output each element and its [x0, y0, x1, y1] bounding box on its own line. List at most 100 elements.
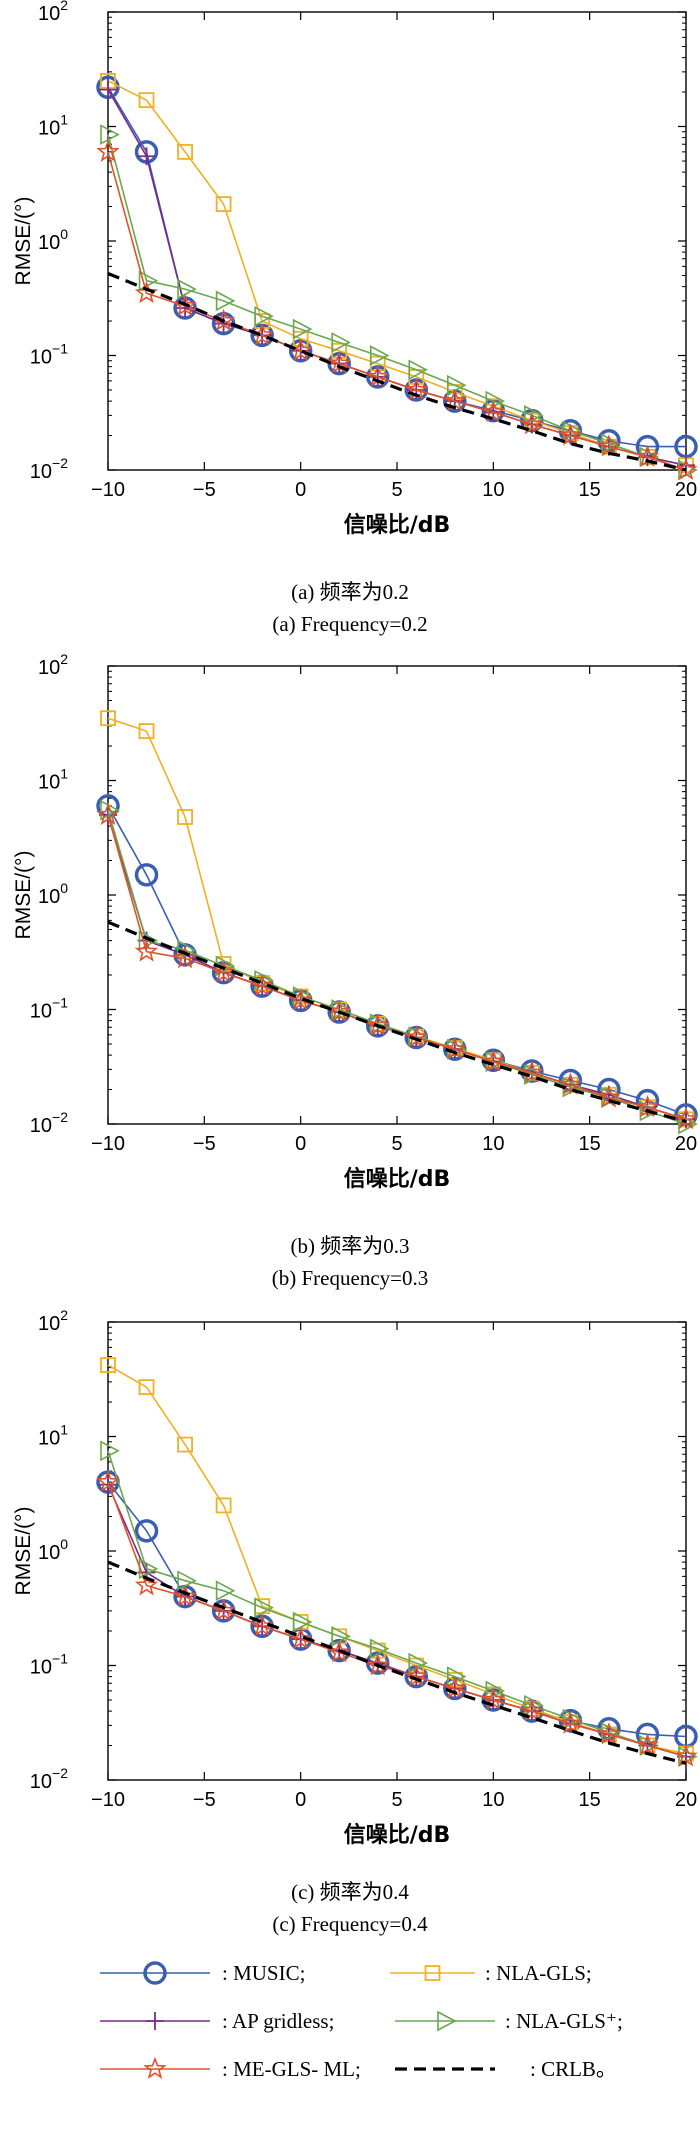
chart-c-point-me-gls-ml: [597, 1722, 621, 1745]
chart-a-y-tick-label: 10−1: [30, 341, 68, 369]
legend-swatches: [100, 1961, 495, 2079]
chart-c-point-nla-gls: [177, 1436, 193, 1453]
chart-c-point-nla-gls-plus: [331, 1625, 351, 1647]
chart-c-y-tick-label: 100: [38, 1536, 68, 1564]
chart-b-x-axis-label: 信噪比/dB: [344, 1166, 451, 1192]
chart-c-point-music: [134, 1519, 159, 1543]
chart-b-point-me-gls-ml: [558, 1072, 583, 1095]
chart-c-x-tick-label: 15: [579, 1789, 601, 1811]
chart-c-point-nla-gls-plus: [215, 1580, 236, 1602]
legend-label-ap-gridless: : AP gridless;: [222, 2009, 335, 2033]
legend-label-nla-gls-plus: : NLA-GLS⁺;: [505, 2009, 623, 2033]
legend-label-crlb: : CRLB。: [530, 2057, 617, 2081]
chart-c-point-nla-gls: [100, 1357, 116, 1374]
chart-c-y-tick-label: 102: [38, 1307, 68, 1335]
chart-c-point-me-gls-ml: [327, 1640, 351, 1663]
caption-en-b: (b) Frequency=0.3: [271, 1266, 429, 1290]
chart-c-point-ap-gridless: [99, 1475, 117, 1494]
chart-a-point-nla-gls-plus: [215, 290, 236, 312]
legend-swatch-nla-gls: [390, 1965, 475, 1981]
chart-a-x-tick-label: 0: [295, 479, 306, 501]
chart-c-point-nla-gls-plus: [177, 1570, 197, 1592]
chart-a-point-nla-gls: [177, 144, 193, 160]
chart-a-point-nla-gls-plus: [254, 305, 274, 327]
chart-a-x-tick-label: −5: [193, 479, 216, 501]
chart-c-point-me-gls-ml: [674, 1744, 698, 1767]
chart-b-point-me-gls-ml: [520, 1060, 544, 1083]
chart-a-series-crlb: [107, 272, 687, 472]
chart-a-x-tick-label: 10: [482, 479, 504, 501]
chart-a-point-nla-gls-plus: [100, 124, 120, 145]
legend-swatch-me-gls-ml: [100, 2056, 210, 2079]
chart-c-x-tick-label: 5: [391, 1789, 402, 1811]
chart-a-point-nla-gls-plus: [446, 374, 467, 396]
chart-a-x-tick-label: 5: [391, 479, 402, 501]
chart-c-point-me-gls-ml: [366, 1653, 390, 1676]
chart-b-point-music: [134, 863, 159, 887]
chart-a-plot: −10 −5 0 5 10 15 20 10−2 10−1 100 101 102 RMSE/(°) 信噪…: [12, 0, 698, 538]
chart-c-point-music: [365, 1651, 390, 1675]
chart-b-y-tick-label: 100: [38, 880, 68, 908]
chart-a-point-nla-gls-plus: [292, 318, 313, 340]
chart-a-x-tick-label: 15: [579, 479, 601, 501]
chart-b-x-tick-label: 15: [579, 1133, 601, 1155]
chart-b-series-crlb: [107, 920, 687, 1124]
chart-a-point-nla-gls: [215, 196, 232, 213]
chart-b-x-tick-label: 20: [675, 1133, 697, 1155]
chart-a-x-tick-label: −10: [91, 479, 125, 501]
chart-b-x-tick-label: 5: [391, 1133, 402, 1155]
chart-c-point-nla-gls-plus: [100, 1440, 120, 1462]
chart-c-y-axis-label: RMSE/(°): [12, 1507, 35, 1596]
chart-b-point-me-gls-ml: [674, 1107, 698, 1130]
chart-c-point-me-gls-ml: [558, 1711, 583, 1734]
chart-c-point-nla-gls: [138, 1379, 155, 1396]
chart-a-point-nla-gls-plus: [408, 359, 428, 381]
chart-a-line-nla-gls-plus: [107, 134, 687, 471]
chart-a-point-me-gls-ml: [674, 457, 698, 480]
caption-en-a: (a) Frequency=0.2: [272, 612, 428, 636]
chart-a-point-ap-gridless: [137, 147, 156, 166]
chart-c-axes: −10 −5 0 5 10 15 20 10−2 10−1 100 101 102 RMSE/(°) 信噪…: [12, 1307, 697, 1848]
chart-c-plot-frame: [107, 1321, 687, 1781]
chart-b-x-tick-label: −5: [193, 1133, 216, 1155]
legend-swatch-music: [100, 1961, 210, 1985]
chart-panel-a: −10 −5 0 5 10 15 20 10−2 10−1 100 101 102 RMSE/(°) 信噪…: [0, 0, 700, 650]
chart-a-point-me-gls-ml: [481, 399, 505, 423]
chart-b-point-nla-gls-plus: [100, 799, 120, 821]
chart-c-point-nla-gls-plus: [254, 1597, 274, 1618]
chart-b-point-me-gls-ml: [327, 999, 351, 1022]
chart-b-point-me-gls-ml: [250, 973, 274, 997]
chart-c-series-crlb: [107, 1560, 687, 1765]
chart-a-y-tick-label: 101: [38, 112, 68, 140]
chart-c-y-tick-label: 101: [38, 1422, 68, 1450]
caption-en-c: (c) Frequency=0.4: [272, 1912, 428, 1936]
chart-b-point-me-gls-ml: [173, 946, 197, 969]
chart-c-point-me-gls-ml: [211, 1598, 236, 1621]
chart-b-x-tick-label: −10: [91, 1133, 125, 1155]
chart-a-point-nla-gls-plus: [177, 278, 197, 300]
chart-b-y-tick-label: 10−1: [30, 995, 68, 1023]
caption-cn-c: (c) 频率为0.4: [291, 1880, 409, 1904]
chart-a-y-axis-label: RMSE/(°): [12, 197, 35, 286]
chart-b-x-tick-label: 0: [295, 1133, 306, 1155]
chart-c-point-nla-gls-plus: [292, 1611, 313, 1633]
legend-marker-nla-gls-plus: [437, 2010, 457, 2032]
chart-b-point-nla-gls: [138, 723, 155, 740]
chart-c-x-tick-label: −10: [91, 1789, 125, 1811]
chart-c-y-tick-label: 10−2: [30, 1765, 68, 1793]
chart-a-point-me-gls-ml: [173, 293, 197, 317]
legend-marker-music: [143, 1961, 167, 1985]
chart-a-line-crlb: [107, 272, 687, 472]
chart-c-point-me-gls-ml: [635, 1733, 660, 1756]
chart-a-y-tick-label: 100: [38, 226, 68, 254]
chart-a-point-me-gls-ml: [443, 388, 467, 412]
chart-c-point-nla-gls-plus: [369, 1638, 390, 1660]
chart-c-x-tick-label: 20: [675, 1789, 697, 1811]
chart-c-point-nla-gls-plus: [408, 1652, 428, 1674]
chart-a-point-nla-gls: [138, 92, 155, 109]
caption-cn-b: (b) 频率为0.3: [290, 1234, 410, 1258]
chart-b-point-me-gls-ml: [96, 802, 120, 825]
legend-label-nla-gls: : NLA-GLS;: [485, 1961, 592, 1985]
legend-marker-nla-gls: [424, 1965, 441, 1981]
